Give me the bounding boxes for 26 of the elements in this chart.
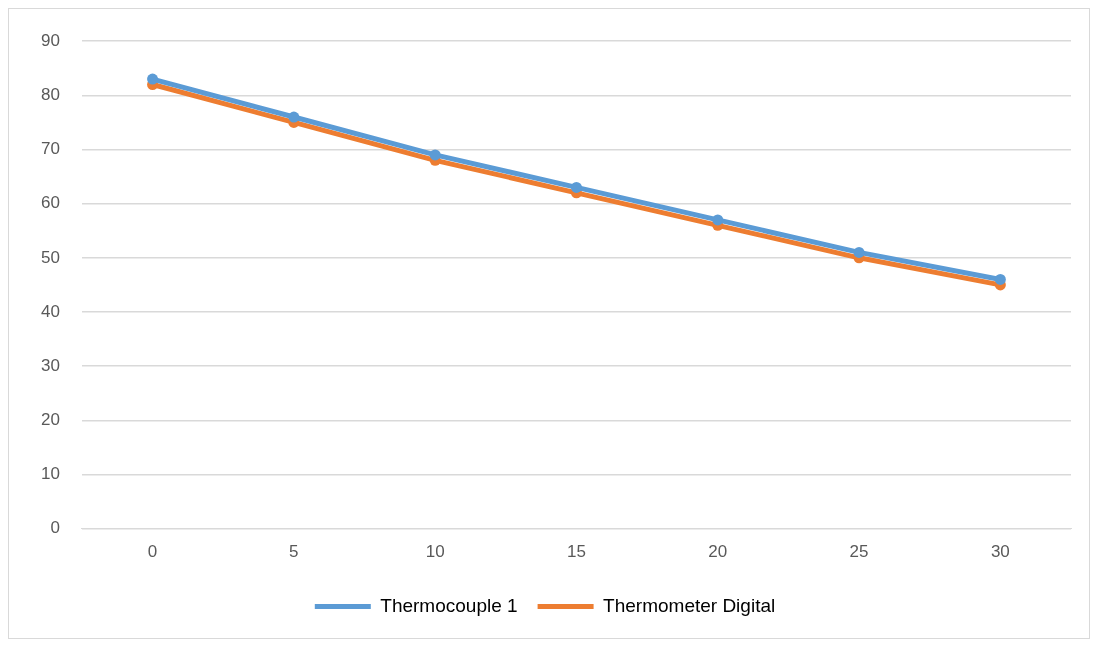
- y-tick-label: 80: [40, 85, 60, 105]
- y-tick-label: 20: [40, 409, 60, 429]
- y-tick-label: 40: [40, 301, 60, 321]
- x-tick-label: 30: [990, 542, 1010, 562]
- point: [712, 214, 724, 226]
- point: [147, 73, 159, 85]
- x-tick-label: 5: [289, 542, 299, 562]
- x-tick-label: 15: [566, 542, 586, 562]
- y-tick-label: 60: [40, 193, 60, 213]
- y-tick-label: 70: [40, 139, 60, 159]
- y-tick-label: 90: [40, 30, 60, 50]
- point: [429, 149, 441, 161]
- y-tick-label: 30: [40, 355, 60, 375]
- y-tick-label: 50: [40, 247, 60, 267]
- x-tick-label: 25: [849, 542, 869, 562]
- legend-label: Thermometer Digital: [603, 594, 776, 616]
- point: [288, 111, 300, 123]
- point: [853, 246, 865, 258]
- x-tick-label: 20: [708, 542, 728, 562]
- x-tick-label: 10: [425, 542, 445, 562]
- x-tick-label: 0: [147, 542, 158, 562]
- point: [570, 181, 582, 193]
- y-tick-label: 10: [40, 464, 60, 484]
- point: [994, 273, 1006, 285]
- legend-label: Thermocouple 1: [380, 594, 518, 616]
- y-tick-label: 0: [50, 518, 60, 538]
